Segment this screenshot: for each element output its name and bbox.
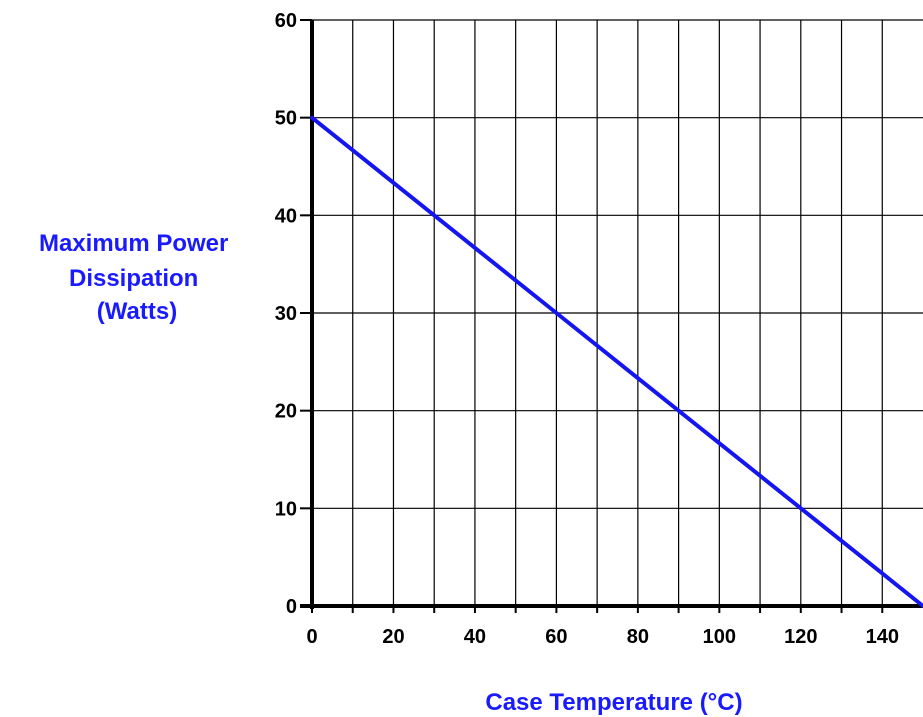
x-tick-label: 20	[382, 626, 404, 648]
x-tick-label: 120	[784, 626, 817, 648]
y-tick-labels: 0 10 20 30 40 50 60	[275, 10, 297, 618]
y-tick-label: 10	[275, 498, 297, 520]
y-tick-label: 20	[275, 401, 297, 423]
y-tick-label: 60	[275, 10, 297, 32]
y-axis-title-line-1: Maximum Power	[39, 230, 228, 257]
y-tick-label: 50	[275, 108, 297, 130]
x-tick-label: 60	[545, 626, 567, 648]
y-axis-title-line-2: Dissipation	[69, 265, 198, 292]
gridlines	[312, 19, 923, 606]
series-layer	[310, 115, 923, 608]
x-tick-label: 100	[703, 626, 736, 648]
x-tick-labels: 0 20 40 60 80 100 120 140	[306, 626, 899, 648]
x-axis-title: Case Temperature (°C)	[485, 689, 742, 716]
x-tick-label: 40	[464, 626, 486, 648]
y-tick-label: 40	[275, 205, 297, 227]
y-axis-title-line-3: (Watts)	[97, 298, 177, 325]
x-tick-label: 0	[306, 626, 317, 648]
x-tick-label: 140	[866, 626, 899, 648]
y-tick-label: 30	[275, 303, 297, 325]
x-tick-label: 80	[627, 626, 649, 648]
y-axis-title: Maximum Power Dissipation (Watts)	[39, 230, 235, 325]
y-tick-label: 0	[286, 596, 297, 618]
series-line	[310, 115, 923, 608]
